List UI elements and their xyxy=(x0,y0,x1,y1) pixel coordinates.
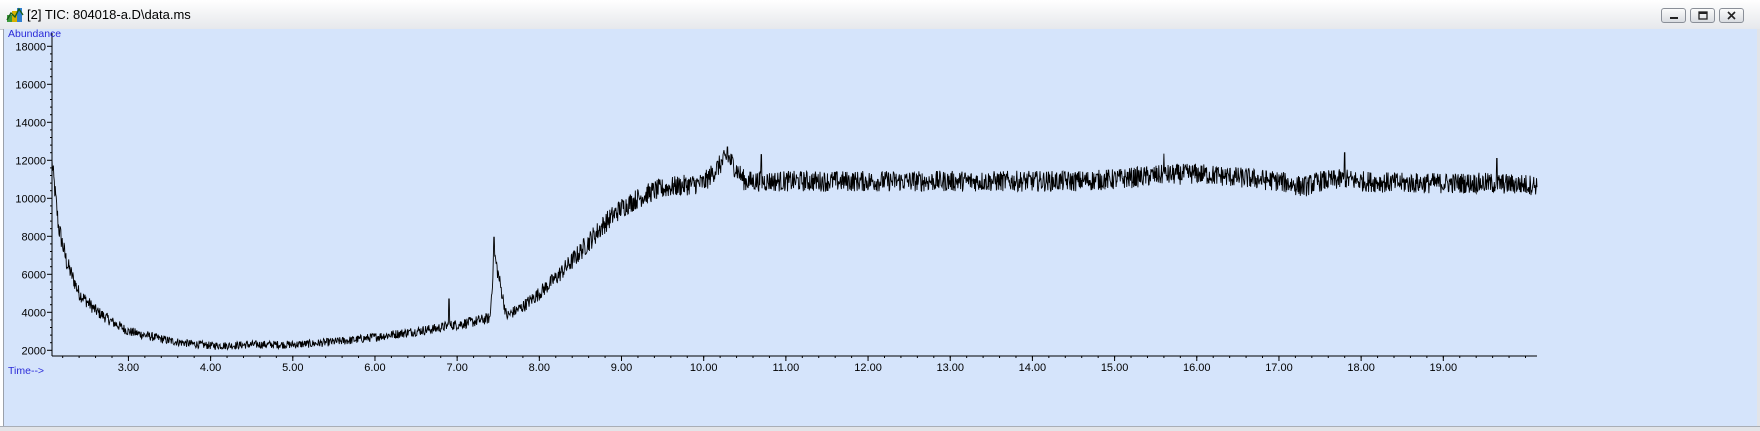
x-axis-ticks: 3.00 4.00 5.00 6.00 7.00 8.00 9.00 10.00 11.00 12… xyxy=(62,356,1526,374)
x-tick-label: 10.00 xyxy=(690,362,718,374)
y-tick-label: 16000 xyxy=(15,79,46,91)
y-tick-label: 10000 xyxy=(15,193,46,205)
window-edge xyxy=(1757,29,1760,426)
x-tick-label: 13.00 xyxy=(936,362,964,374)
x-tick-label: 19.00 xyxy=(1430,362,1458,374)
y-axis-ticks: 2000 4000 6000 8000 10000 12000 14000 16000 1800… xyxy=(15,41,52,357)
x-tick-label: 17.00 xyxy=(1265,362,1293,374)
x-tick-label: 18.00 xyxy=(1347,362,1375,374)
x-tick-label: 12.00 xyxy=(854,362,882,374)
y-tick-label: 14000 xyxy=(15,117,46,129)
y-axis-label: Abundance xyxy=(8,29,61,40)
x-tick-label: 16.00 xyxy=(1183,362,1211,374)
title-bar[interactable]: [2] TIC: 804018-a.D\data.ms xyxy=(0,0,1760,30)
x-tick-label: 5.00 xyxy=(282,362,303,374)
restore-button[interactable] xyxy=(1690,8,1715,23)
window-bottom-border xyxy=(0,426,1760,431)
minimize-button[interactable] xyxy=(1661,8,1686,23)
x-tick-label: 9.00 xyxy=(611,362,632,374)
chart-axes xyxy=(51,33,1537,357)
x-tick-label: 8.00 xyxy=(529,362,550,374)
window-title: [2] TIC: 804018-a.D\data.ms xyxy=(27,7,191,22)
x-tick-label: 15.00 xyxy=(1101,362,1129,374)
x-tick-label: 7.00 xyxy=(446,362,467,374)
chromatogram-chart: 2000 4000 6000 8000 10000 12000 14000 16000 1800… xyxy=(8,29,1538,377)
x-tick-label: 3.00 xyxy=(118,362,139,374)
x-tick-label: 14.00 xyxy=(1019,362,1047,374)
chromatogram-app-icon xyxy=(6,7,24,22)
x-tick-label: 6.00 xyxy=(364,362,385,374)
y-tick-label: 2000 xyxy=(22,345,46,357)
restore-icon xyxy=(1698,11,1708,20)
close-icon xyxy=(1727,11,1736,20)
tic-trace xyxy=(51,146,1538,351)
minimize-icon xyxy=(1670,17,1678,19)
x-tick-label: 11.00 xyxy=(773,362,800,374)
y-tick-label: 18000 xyxy=(15,41,46,53)
x-tick-label: 4.00 xyxy=(200,362,221,374)
y-tick-label: 12000 xyxy=(15,155,46,167)
x-axis-label: Time--> xyxy=(8,365,44,377)
y-tick-label: 8000 xyxy=(22,231,46,243)
close-button[interactable] xyxy=(1719,8,1744,23)
plot-area[interactable]: 2000 4000 6000 8000 10000 12000 14000 16000 1800… xyxy=(3,29,1759,426)
y-tick-label: 6000 xyxy=(22,269,46,281)
y-tick-label: 4000 xyxy=(22,307,46,319)
